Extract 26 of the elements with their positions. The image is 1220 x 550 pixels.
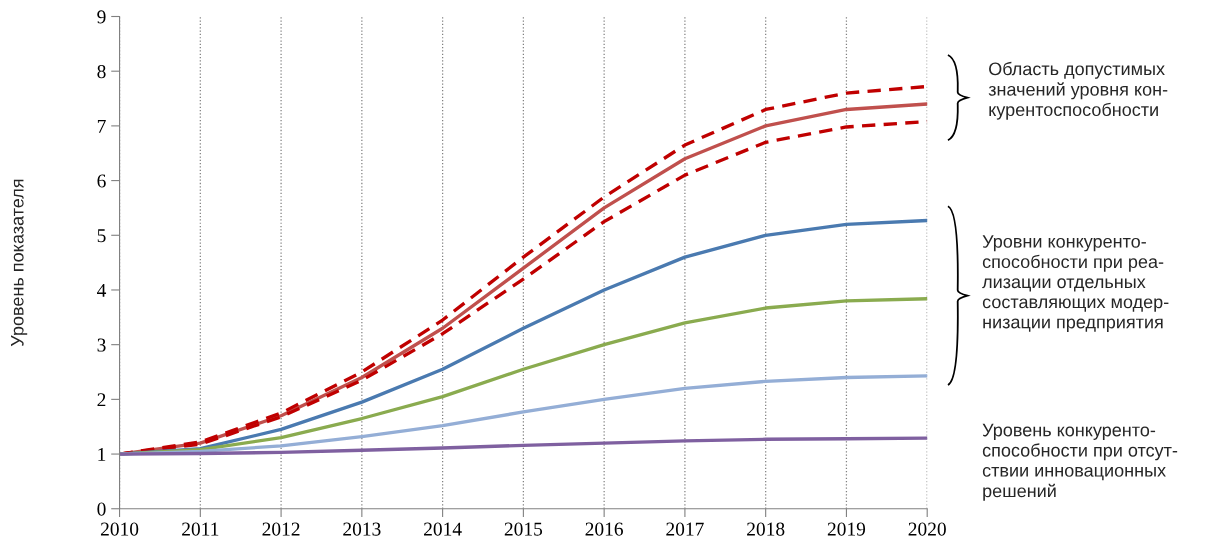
- y-tick-label: 5: [97, 229, 106, 243]
- x-tick-label: 2010: [100, 522, 139, 536]
- y-tick-label: 9: [97, 10, 106, 24]
- text: Область допустимых значений уровня кон- курентоспособности: [988, 61, 1168, 120]
- x-tick-label: 2015: [504, 522, 543, 536]
- x-tick-label: 2018: [747, 522, 785, 536]
- y-tick-label: 6: [97, 174, 106, 188]
- y-tick-label: 0: [97, 502, 106, 516]
- line-series: [119, 436, 928, 456]
- x-tick-label: 2019: [827, 522, 866, 536]
- x-tick-label: 2017: [666, 522, 704, 536]
- y-axis-title: Уровень показателя: [11, 179, 28, 347]
- x-tick-label: 2016: [585, 522, 624, 536]
- text: Уровень конкуренто- способности при отсут- ствии инновационных решений: [982, 423, 1178, 501]
- x-tick-label: 2012: [262, 522, 300, 536]
- y-tick-label: 2: [97, 393, 106, 407]
- x-tick-label: 2020: [908, 522, 946, 536]
- text: Уровни конкуренто- способности при реа- лизации отдельных составляющих модер- низации предприятия: [982, 235, 1169, 332]
- x-tick-label: 2011: [182, 522, 219, 536]
- y-tick-label: 1: [98, 447, 106, 461]
- y-tick-label: 3: [97, 338, 106, 352]
- x-tick-label: 2014: [424, 522, 462, 536]
- y-tick-label: 8: [97, 65, 106, 79]
- x-tick-label: 2013: [343, 522, 381, 536]
- y-tick-label: 7: [97, 119, 106, 133]
- y-tick-label: 4: [97, 283, 107, 297]
